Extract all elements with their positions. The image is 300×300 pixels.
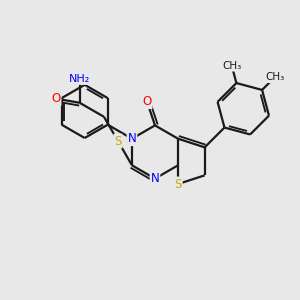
Text: NH₂: NH₂ — [69, 74, 90, 84]
Text: CH₃: CH₃ — [222, 61, 242, 71]
Text: CH₃: CH₃ — [265, 72, 284, 82]
Text: O: O — [51, 92, 61, 105]
Text: O: O — [142, 95, 152, 108]
Text: N: N — [128, 132, 136, 145]
Text: S: S — [114, 135, 122, 148]
Text: N: N — [151, 172, 159, 185]
Text: S: S — [174, 178, 182, 190]
